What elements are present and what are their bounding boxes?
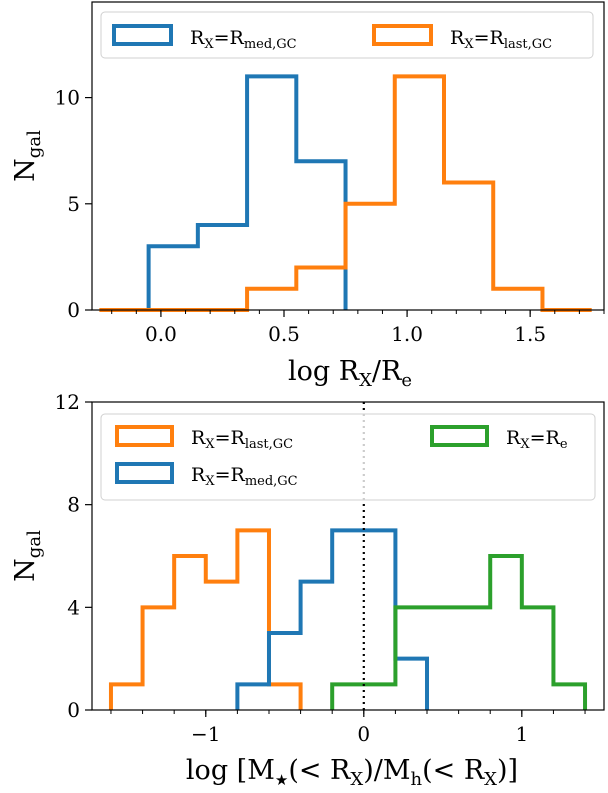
y-tick-label: 0 [67,298,80,322]
x-tick-label: 0.0 [145,322,177,346]
y-tick-label: 4 [67,595,80,619]
y-tick-label: 10 [55,86,80,110]
legend-swatch-med-gc-2 [115,462,174,484]
bottom-x-axis-label: log [M★(< RX)/Mh(< RX)] [186,755,518,790]
x-tick-label: −1 [191,722,220,746]
hist-series-1 [146,74,348,310]
x-tick-label: 0.5 [268,322,300,346]
hist-series-2 [99,74,592,312]
y-tick-label: 0 [67,698,80,722]
bottom-plot-frame [91,401,605,711]
top-legend: RX=Rmed,GC RX=Rlast,GC [100,11,594,59]
x-tick-label: 1.5 [514,322,546,346]
legend-swatch-re [430,425,489,447]
bottom-legend-box [100,413,596,501]
legend-label-re: RX=Re [506,427,568,452]
top-plot-frame [91,1,605,311]
x-tick-label: 0 [357,722,370,746]
bottom-legend: RX=Rlast,GC RX=Rmed,GC RX=Re [100,413,596,501]
legend-swatch-last-gc-2 [115,425,174,447]
hist-series-2 [235,528,430,710]
y-tick-label: 12 [55,390,80,414]
top-x-axis-label: log RX/Re [288,356,412,391]
y-tick-label: 5 [67,192,80,216]
hist-series-3 [330,554,588,710]
x-tick-label: 1 [515,722,528,746]
legend-swatch-med-gc [112,24,173,46]
legend-swatch-last-gc [372,24,433,46]
x-tick-label: 1.0 [391,322,423,346]
y-tick-label: 8 [67,493,80,517]
bottom-panel: −1 0 1 0 4 8 12 RX=Rlast,GC RX=Rmed,GC RX=Re l… [10,390,605,790]
top-legend-box [100,11,594,59]
